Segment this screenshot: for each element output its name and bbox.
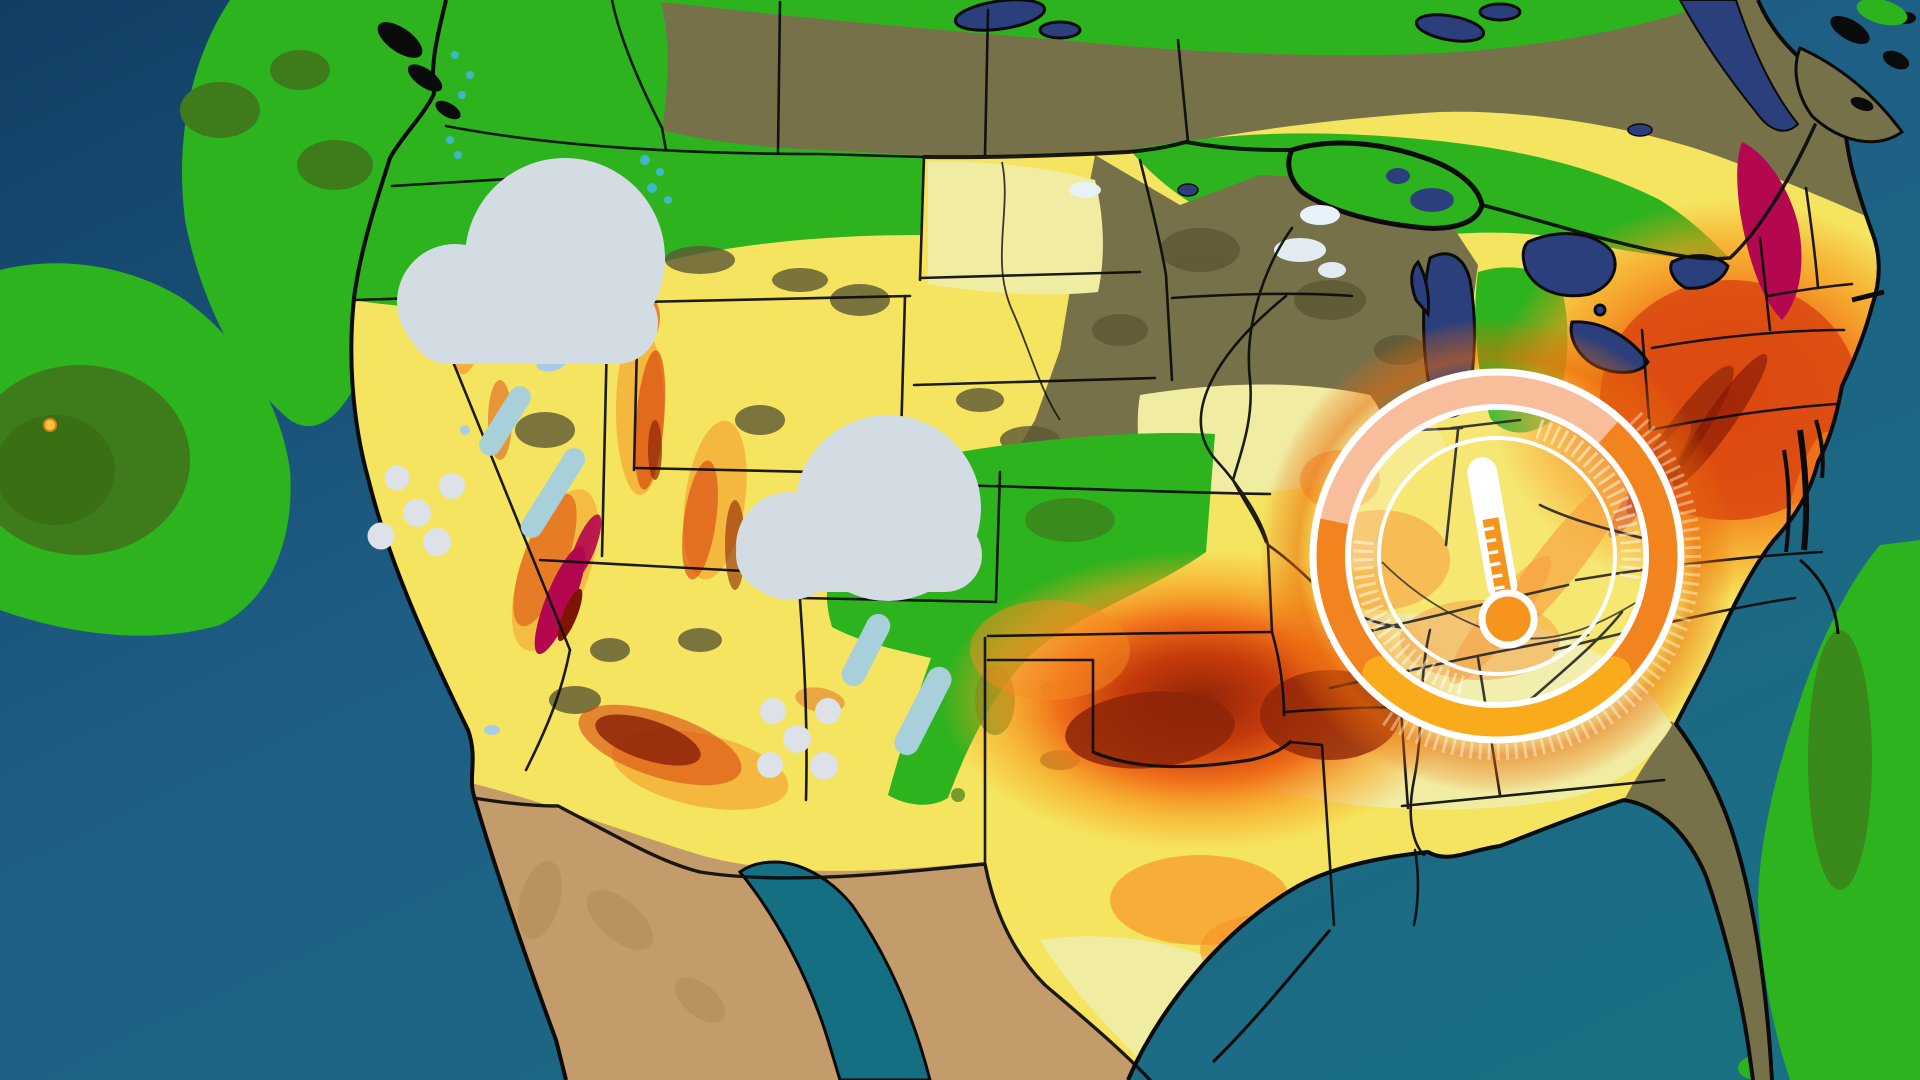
thermometer-icon	[1467, 457, 1538, 649]
lake-superior-water	[1386, 168, 1454, 212]
snow-dots-rockies	[757, 698, 841, 780]
maine-crimson	[1737, 142, 1802, 320]
wintry-mix-speckles	[446, 51, 672, 209]
snow-patches	[1069, 182, 1346, 278]
snow-dots-sierra	[367, 465, 465, 556]
rain-streaks-rockies	[841, 613, 952, 756]
rain-streaks-northwest	[479, 386, 586, 538]
gauge-tick-arcs	[1353, 419, 1641, 696]
pacific-warm-dot	[43, 418, 57, 432]
maritime-land	[1794, 45, 1905, 144]
gauge-inner-band-circle	[1345, 404, 1649, 708]
st-lawrence-gulf	[1678, 0, 1800, 132]
gauge-outer-circle	[1309, 368, 1685, 744]
coastal-islands	[377, 22, 1885, 1064]
atlantic-band-core	[1808, 630, 1872, 890]
gauge-light-wedge	[1348, 421, 1447, 569]
gulf-of-california	[737, 860, 932, 1080]
coastline	[349, 0, 1881, 1080]
mexico-texture	[518, 861, 726, 1023]
corner-green	[1856, 0, 1908, 26]
thermometer-bulb	[1478, 589, 1538, 649]
cloud-icon-rockies	[736, 415, 982, 601]
hotspot-core-west	[1065, 691, 1235, 769]
gauge-ring-peach-arc	[1318, 373, 1620, 526]
superior-snow-patch	[1300, 205, 1340, 225]
thermometer-gauge-icon	[1259, 318, 1735, 794]
gauge-dial-circle	[1377, 436, 1617, 676]
cloud-icon-northwest	[397, 158, 665, 364]
florida-terrain	[1624, 724, 1772, 1080]
thermometer-ticks	[1483, 526, 1505, 591]
gauge-outer-dashes	[1379, 411, 1702, 761]
canada-terrain	[430, 0, 1879, 240]
pacific-core-inner	[0, 415, 115, 525]
gauge-ring-gold-arc	[1362, 656, 1632, 739]
